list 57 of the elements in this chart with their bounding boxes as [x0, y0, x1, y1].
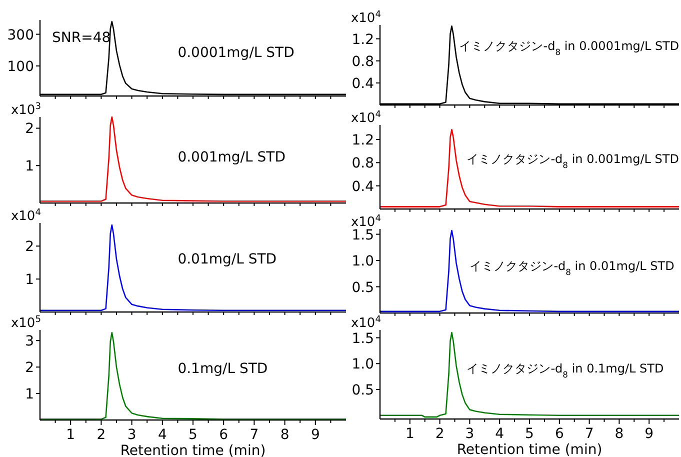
y-tick-label: 300: [7, 27, 34, 44]
y-tick-label: 0.4: [352, 178, 374, 195]
ylabel: x10$^{4}$: [350, 214, 382, 230]
y-tick-label: 1.5: [352, 330, 374, 347]
y-tick-label: 1: [25, 386, 34, 403]
x-tick-label: 2: [435, 426, 444, 442]
y-tick-label: 1.2: [352, 32, 374, 48]
x-tick-label: 5: [188, 427, 198, 443]
y-tick-label: 2: [25, 239, 34, 256]
x-tick-label: 9: [310, 427, 320, 443]
x-tick-label: 6: [219, 427, 228, 443]
y-tick-label: 1: [25, 272, 34, 288]
y-tick-label: 2: [25, 121, 34, 138]
x-tick-label: 6: [554, 426, 564, 442]
x-tick-label: 7: [250, 427, 259, 443]
annotation: SNR=48: [52, 30, 111, 46]
ylabel: x10$^{4}$: [350, 315, 382, 331]
annotation: 0.0001mg/L STD: [178, 44, 294, 61]
y-tick-label: 1.2: [352, 132, 374, 148]
y-tick-label: 0.5: [352, 382, 374, 399]
ylabel: x10$^{5}$: [10, 315, 42, 331]
x-tick-label: 1: [405, 426, 414, 442]
y-tick-label: 1: [25, 158, 34, 175]
xlabel: Retention time (min): [456, 442, 602, 457]
x-tick-label: 1: [66, 427, 76, 443]
y-tick-label: 0.8: [352, 156, 374, 172]
y-tick-label: 1.0: [352, 356, 374, 373]
xlabel: Retention time (min): [120, 443, 266, 457]
annotation: イミノクタジン-d$_{8}$ in 0.0001mg/L STD: [459, 39, 680, 57]
x-tick-label: 7: [584, 426, 594, 442]
x-tick-label: 5: [525, 426, 534, 442]
y-tick-label: 0.8: [352, 54, 374, 70]
ylabel: x10$^{4}$: [10, 208, 42, 224]
x-tick-label: 2: [96, 427, 106, 443]
annotation: イミノクタジン-d$_{8}$ in 0.01mg/L STD: [470, 259, 674, 278]
annotation: イミノクタジン-d$_{8}$ in 0.001mg/L STD: [466, 152, 679, 170]
ylabel: x10$^{4}$: [350, 110, 382, 126]
ylabel: x10$^{4}$: [350, 10, 382, 26]
y-tick-label: 0.4: [352, 76, 374, 92]
x-tick-label: 8: [280, 427, 290, 443]
annotation: イミノクタジン-d$_{8}$ in 0.1mg/L STD: [466, 361, 664, 380]
annotation: 0.001mg/L STD: [178, 150, 286, 166]
y-tick-label: 0.5: [352, 280, 374, 296]
x-tick-label: 3: [465, 426, 474, 442]
x-tick-label: 4: [158, 427, 167, 443]
x-tick-label: 9: [644, 426, 654, 442]
y-tick-label: 100: [7, 58, 34, 75]
y-tick-label: 1.5: [352, 227, 374, 244]
annotation: 0.01mg/L STD: [178, 252, 277, 268]
y-tick-label: 2: [25, 360, 34, 376]
x-tick-label: 3: [127, 427, 136, 443]
x-tick-label: 4: [495, 426, 504, 442]
y-tick-label: 1.0: [352, 254, 374, 270]
ylabel: x10$^{3}$: [10, 102, 42, 118]
y-tick-label: 3: [25, 334, 34, 350]
annotation: 0.1mg/L STD: [178, 360, 268, 377]
x-tick-label: 8: [614, 426, 624, 442]
